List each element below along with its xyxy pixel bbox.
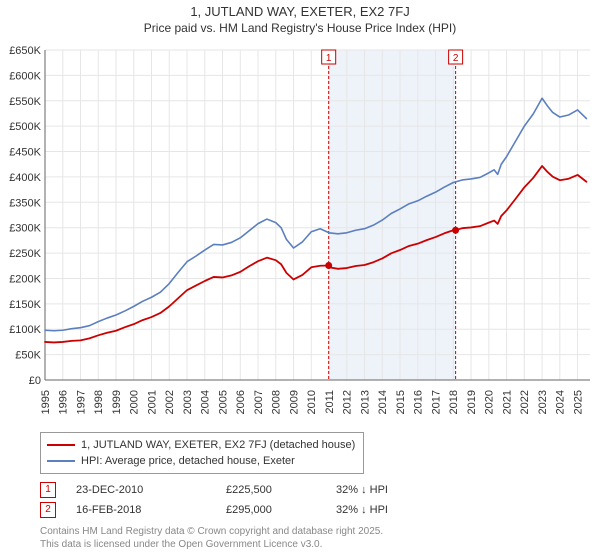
sale-price: £225,500 xyxy=(226,480,336,500)
sale-date: 16-FEB-2018 xyxy=(76,500,226,520)
x-tick-label: 2021 xyxy=(501,390,513,414)
x-tick-label: 2017 xyxy=(430,390,442,414)
sale-date: 23-DEC-2010 xyxy=(76,480,226,500)
x-tick-label: 2003 xyxy=(182,390,194,414)
x-tick-label: 1996 xyxy=(58,390,70,414)
x-tick-label: 2014 xyxy=(377,390,389,414)
sales-row: 1 23-DEC-2010£225,50032% ↓ HPI xyxy=(40,480,456,500)
x-tick-label: 2000 xyxy=(129,390,141,414)
x-tick-label: 1999 xyxy=(111,390,123,414)
x-tick-label: 2012 xyxy=(342,390,354,414)
y-tick-label: £500K xyxy=(9,121,41,133)
x-tick-label: 2006 xyxy=(235,390,247,414)
y-tick-label: £600K xyxy=(9,70,41,82)
y-tick-label: £550K xyxy=(9,96,41,108)
footnote: Contains HM Land Registry data © Crown c… xyxy=(40,526,383,551)
x-tick-label: 2019 xyxy=(466,390,478,414)
chart-area: £0 £50K £100K £150K £200K £250K £300K £350K £400… xyxy=(0,45,600,425)
legend-swatch xyxy=(47,460,75,462)
sale-badge: 2 xyxy=(40,502,56,518)
x-tick-label: 2004 xyxy=(200,390,212,414)
x-tick-label: 2008 xyxy=(271,390,283,414)
x-tick-label: 2001 xyxy=(146,390,158,414)
sale-marker-dot xyxy=(325,262,332,269)
x-tick-label: 1998 xyxy=(93,390,105,414)
y-tick-label: £150K xyxy=(9,299,41,311)
y-tick-label: £50K xyxy=(15,350,41,362)
y-tick-label: £0 xyxy=(29,375,41,387)
x-tick-label: 2011 xyxy=(324,390,336,414)
chart-svg: £0 £50K £100K £150K £200K £250K £300K £350K £400… xyxy=(0,45,600,425)
sales-table: 1 23-DEC-2010£225,50032% ↓ HPI 2 16-FEB-201… xyxy=(40,480,456,520)
footnote-line: This data is licensed under the Open Gov… xyxy=(40,539,383,552)
series-line xyxy=(45,98,586,331)
x-tick-label: 2016 xyxy=(413,390,425,414)
x-tick-label: 2013 xyxy=(359,390,371,414)
sale-delta: 32% ↓ HPI xyxy=(336,500,456,520)
x-tick-label: 1995 xyxy=(40,390,52,414)
legend-item: 1, JUTLAND WAY, EXETER, EX2 7FJ (detache… xyxy=(47,437,355,453)
marker-flag-label: 2 xyxy=(453,53,459,64)
footnote-line: Contains HM Land Registry data © Crown c… xyxy=(40,526,383,539)
x-tick-label: 2024 xyxy=(555,390,567,414)
y-tick-label: £650K xyxy=(9,45,41,57)
x-tick-label: 2025 xyxy=(572,390,584,414)
x-tick-label: 2010 xyxy=(306,390,318,414)
chart-subtitle: Price paid vs. HM Land Registry's House … xyxy=(0,20,600,35)
x-tick-label: 2023 xyxy=(537,390,549,414)
x-tick-label: 2007 xyxy=(253,390,265,414)
y-tick-label: £250K xyxy=(9,248,41,260)
x-tick-label: 2018 xyxy=(448,390,460,414)
x-tick-label: 2005 xyxy=(217,390,229,414)
x-tick-label: 2022 xyxy=(519,390,531,414)
marker-flag-label: 1 xyxy=(326,53,332,64)
sale-delta: 32% ↓ HPI xyxy=(336,480,456,500)
y-tick-label: £100K xyxy=(9,324,41,336)
legend: 1, JUTLAND WAY, EXETER, EX2 7FJ (detache… xyxy=(40,432,364,474)
x-tick-label: 1997 xyxy=(75,390,87,414)
y-tick-label: £350K xyxy=(9,197,41,209)
sales-row: 2 16-FEB-2018£295,00032% ↓ HPI xyxy=(40,500,456,520)
x-tick-label: 2002 xyxy=(164,390,176,414)
highlight-band xyxy=(329,50,456,380)
y-tick-label: £200K xyxy=(9,273,41,285)
legend-label: 1, JUTLAND WAY, EXETER, EX2 7FJ (detache… xyxy=(81,437,355,453)
x-tick-label: 2015 xyxy=(395,390,407,414)
legend-item: HPI: Average price, detached house, Exet… xyxy=(47,453,355,469)
legend-label: HPI: Average price, detached house, Exet… xyxy=(81,453,295,469)
sale-badge: 1 xyxy=(40,482,56,498)
x-tick-label: 2009 xyxy=(288,390,300,414)
x-tick-label: 2020 xyxy=(484,390,496,414)
y-tick-label: £450K xyxy=(9,147,41,159)
series-line xyxy=(45,166,586,342)
y-tick-label: £300K xyxy=(9,223,41,235)
y-tick-label: £400K xyxy=(9,172,41,184)
sale-marker-dot xyxy=(452,227,459,234)
legend-swatch xyxy=(47,444,75,446)
chart-title: 1, JUTLAND WAY, EXETER, EX2 7FJ xyxy=(0,0,600,20)
sale-price: £295,000 xyxy=(226,500,336,520)
